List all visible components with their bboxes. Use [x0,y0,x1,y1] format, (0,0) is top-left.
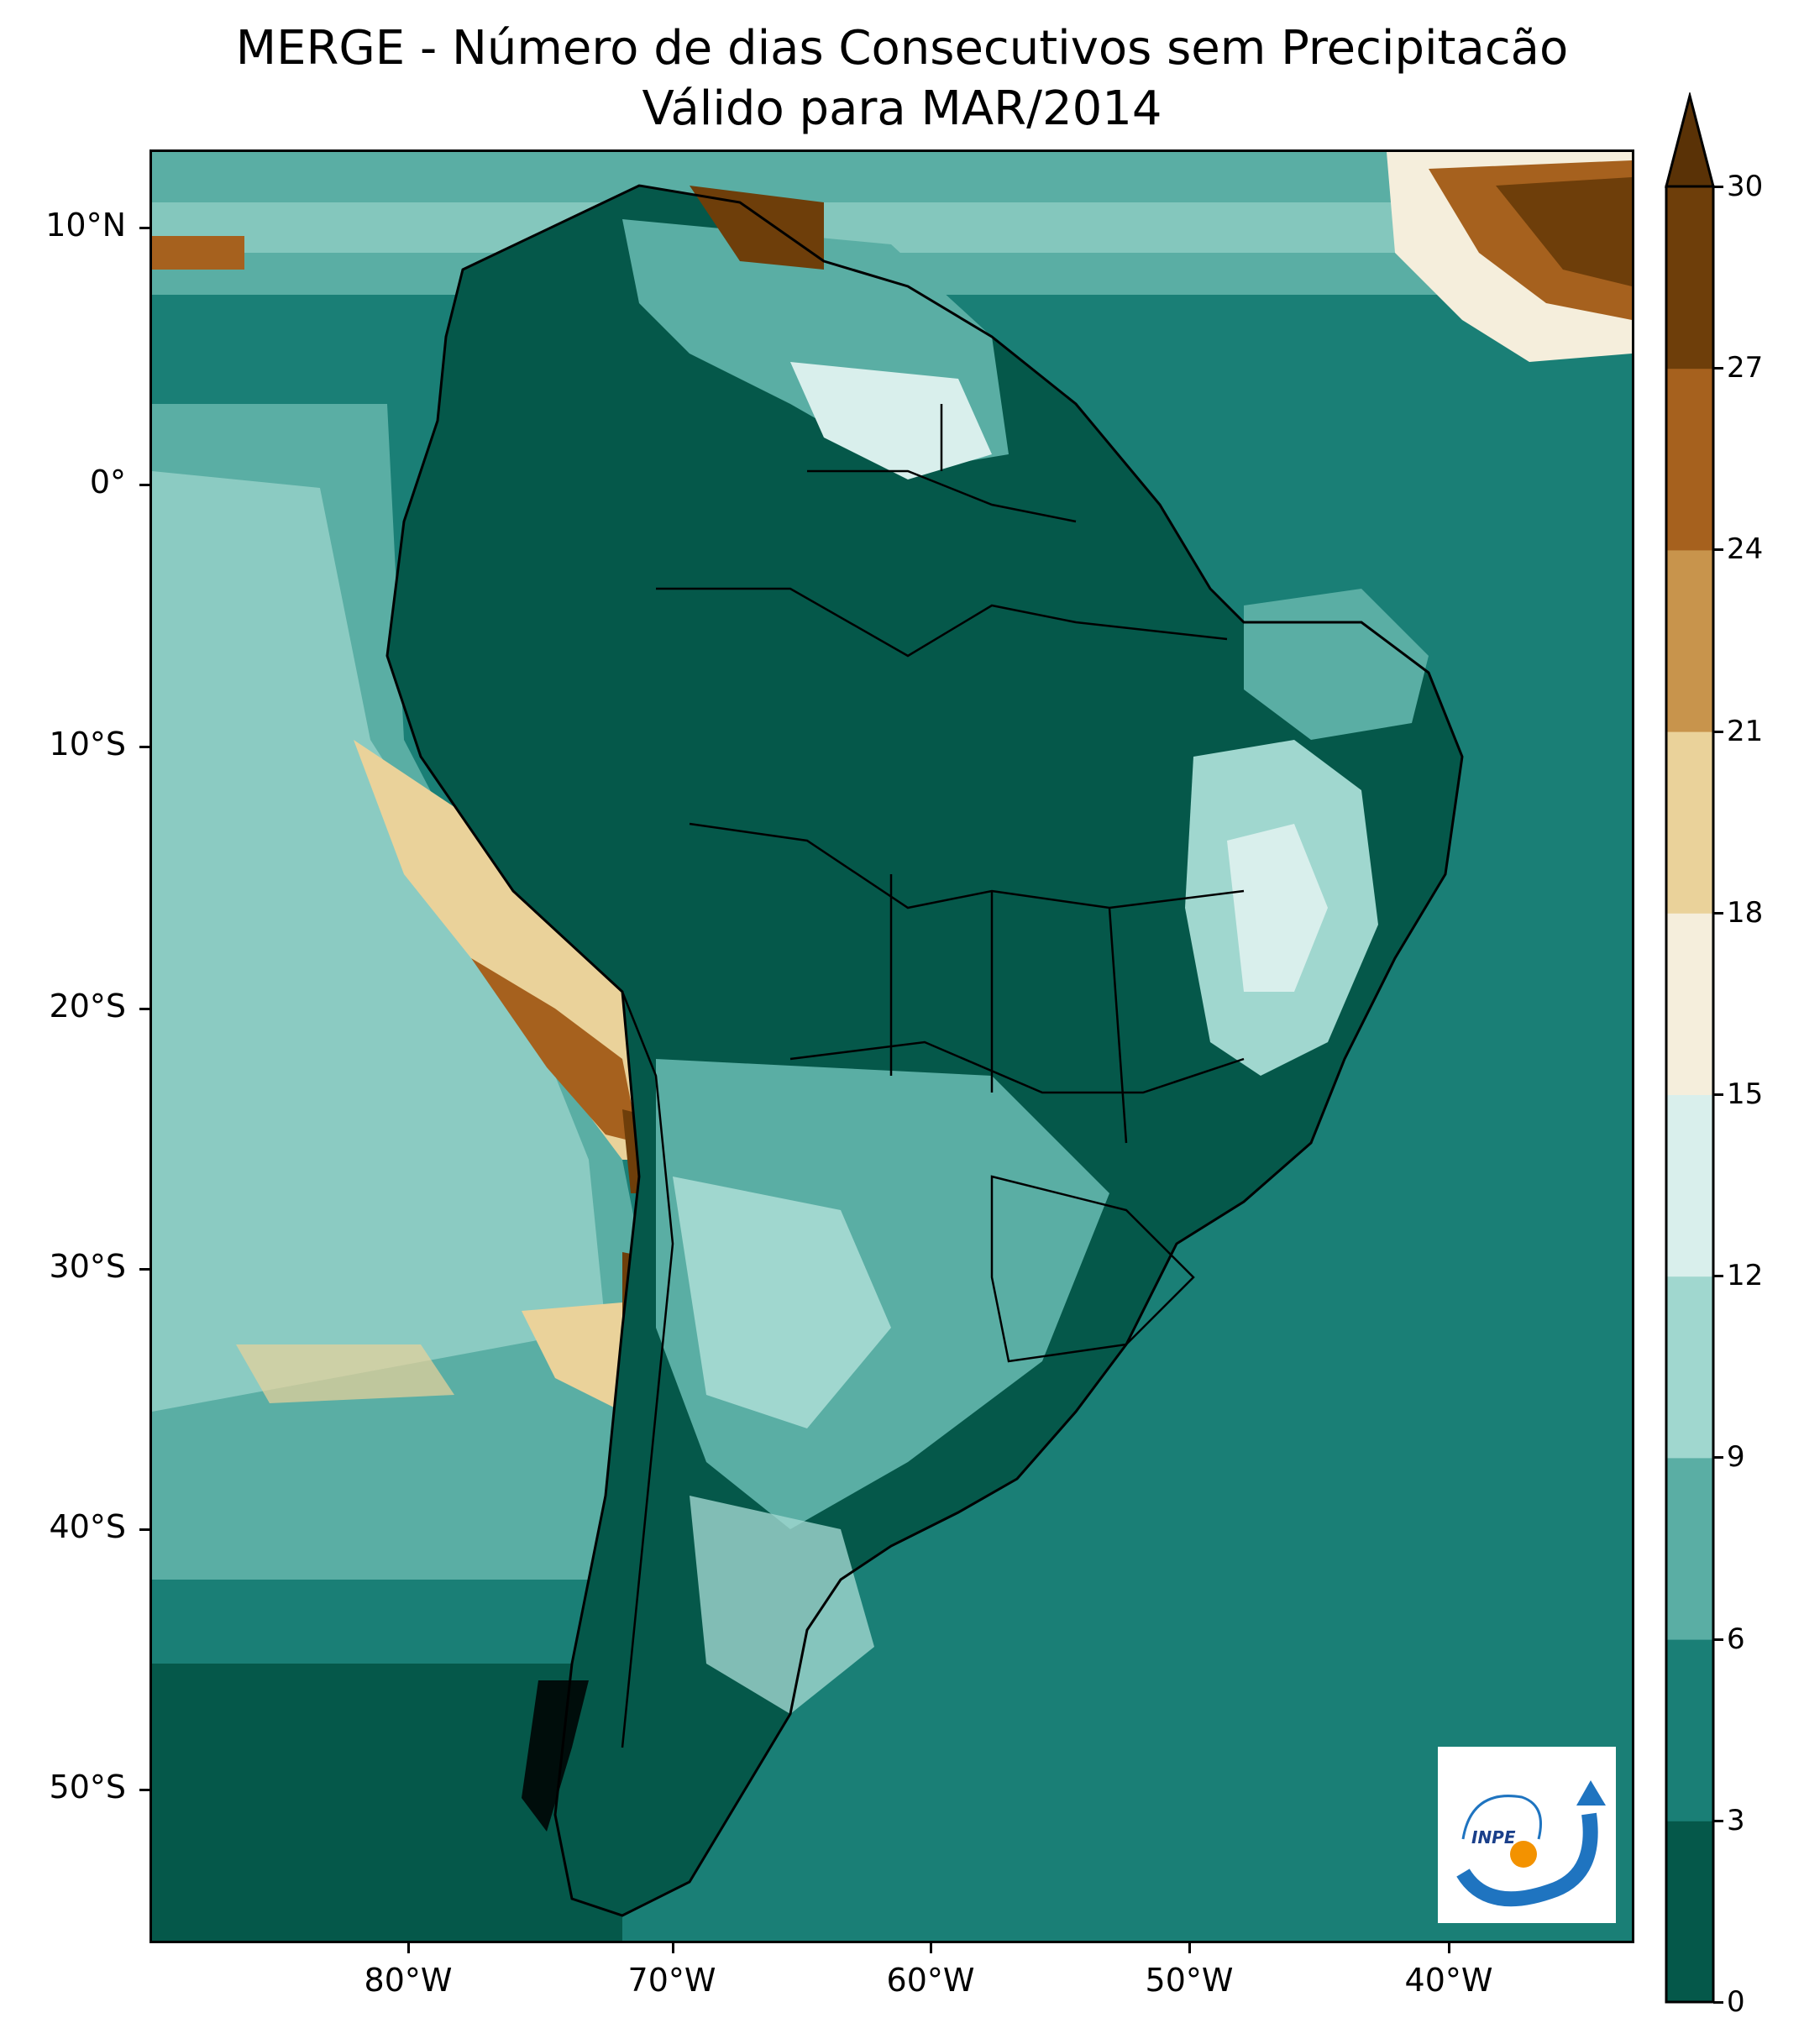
inpe-logo-icon: INPE [1456,1780,1606,1907]
colorbar-tick-mark [1713,548,1723,552]
colorbar-tick-label: 6 [1727,1622,1745,1656]
colorbar-tick-label: 3 [1727,1803,1745,1837]
colorbar-tick-mark [1713,186,1723,188]
colorbar-segment [1666,1638,1713,1821]
chart-title-line1: MERGE - Número de dias Consecutivos sem … [235,21,1569,76]
svg-text:INPE: INPE [1471,1827,1516,1847]
lon-label: 60°W [886,1962,975,1999]
tick-mark-lat [139,1789,149,1791]
colorbar-segment [1666,1457,1713,1640]
lat-label: 30°S [49,1248,126,1285]
colorbar-tick-label: 15 [1727,1077,1764,1111]
colorbar-segment [1666,549,1713,732]
inpe-logo: INPE [1438,1747,1616,1923]
colorbar-tick-mark [1713,2001,1723,2004]
lat-label: 10°S [49,726,126,763]
chart-title-line2: Válido para MAR/2014 [642,81,1162,136]
tick-mark-lon [930,1943,932,1953]
colorbar [1665,92,1715,2004]
lat-label: 40°S [49,1508,126,1545]
colorbar-tick-mark [1713,730,1723,733]
colorbar-tick-label: 21 [1727,714,1764,748]
lon-label: 50°W [1145,1962,1234,1999]
colorbar-tick-mark [1713,1638,1723,1641]
colorbar-tick-label: 9 [1727,1440,1745,1475]
colorbar-tick-mark [1713,911,1723,915]
tick-mark-lat [139,746,149,748]
lon-label: 70°W [627,1962,716,1999]
colorbar-extend-arrow [1665,92,1715,188]
precipitation-map [152,152,1632,1941]
lat-label: 10°N [45,207,126,244]
colorbar-tick-label: 27 [1727,351,1764,385]
tick-mark-lat [139,1528,149,1531]
colorbar-tick-label: 18 [1727,895,1764,930]
lat-label: 20°S [49,988,126,1025]
colorbar-tick-mark [1713,1456,1723,1460]
colorbar-segment [1666,912,1713,1095]
lat-label: 50°S [49,1769,126,1806]
tick-mark-lat [139,484,149,486]
colorbar-segment [1666,1094,1713,1277]
tick-mark-lon [1448,1943,1450,1953]
colorbar-segment [1666,186,1713,369]
map-panel [149,149,1634,1943]
colorbar-segment [1666,731,1713,914]
colorbar-segment [1666,1276,1713,1459]
lon-label: 80°W [364,1962,453,1999]
colorbar-tick-label: 30 [1727,170,1764,203]
tick-mark-lat [139,1008,149,1010]
colorbar-tick-mark [1713,1819,1723,1822]
tick-mark-lat [139,227,149,229]
colorbar-tick-mark [1713,1275,1723,1278]
colorbar-tick-label: 0 [1727,1985,1745,2019]
lon-label: 40°W [1404,1962,1493,1999]
colorbar-segment [1666,368,1713,551]
lat-label: 0° [89,464,126,501]
colorbar-tick-mark [1713,1093,1723,1096]
colorbar-tick-label: 12 [1727,1259,1764,1293]
colorbar-tick-mark [1713,367,1723,370]
tick-mark-lon [407,1943,410,1953]
colorbar-tick-label: 24 [1727,532,1764,567]
colorbar-segment [1666,1820,1713,2003]
tick-mark-lon [1188,1943,1191,1953]
tick-mark-lon [672,1943,674,1953]
tick-mark-lat [139,1268,149,1271]
